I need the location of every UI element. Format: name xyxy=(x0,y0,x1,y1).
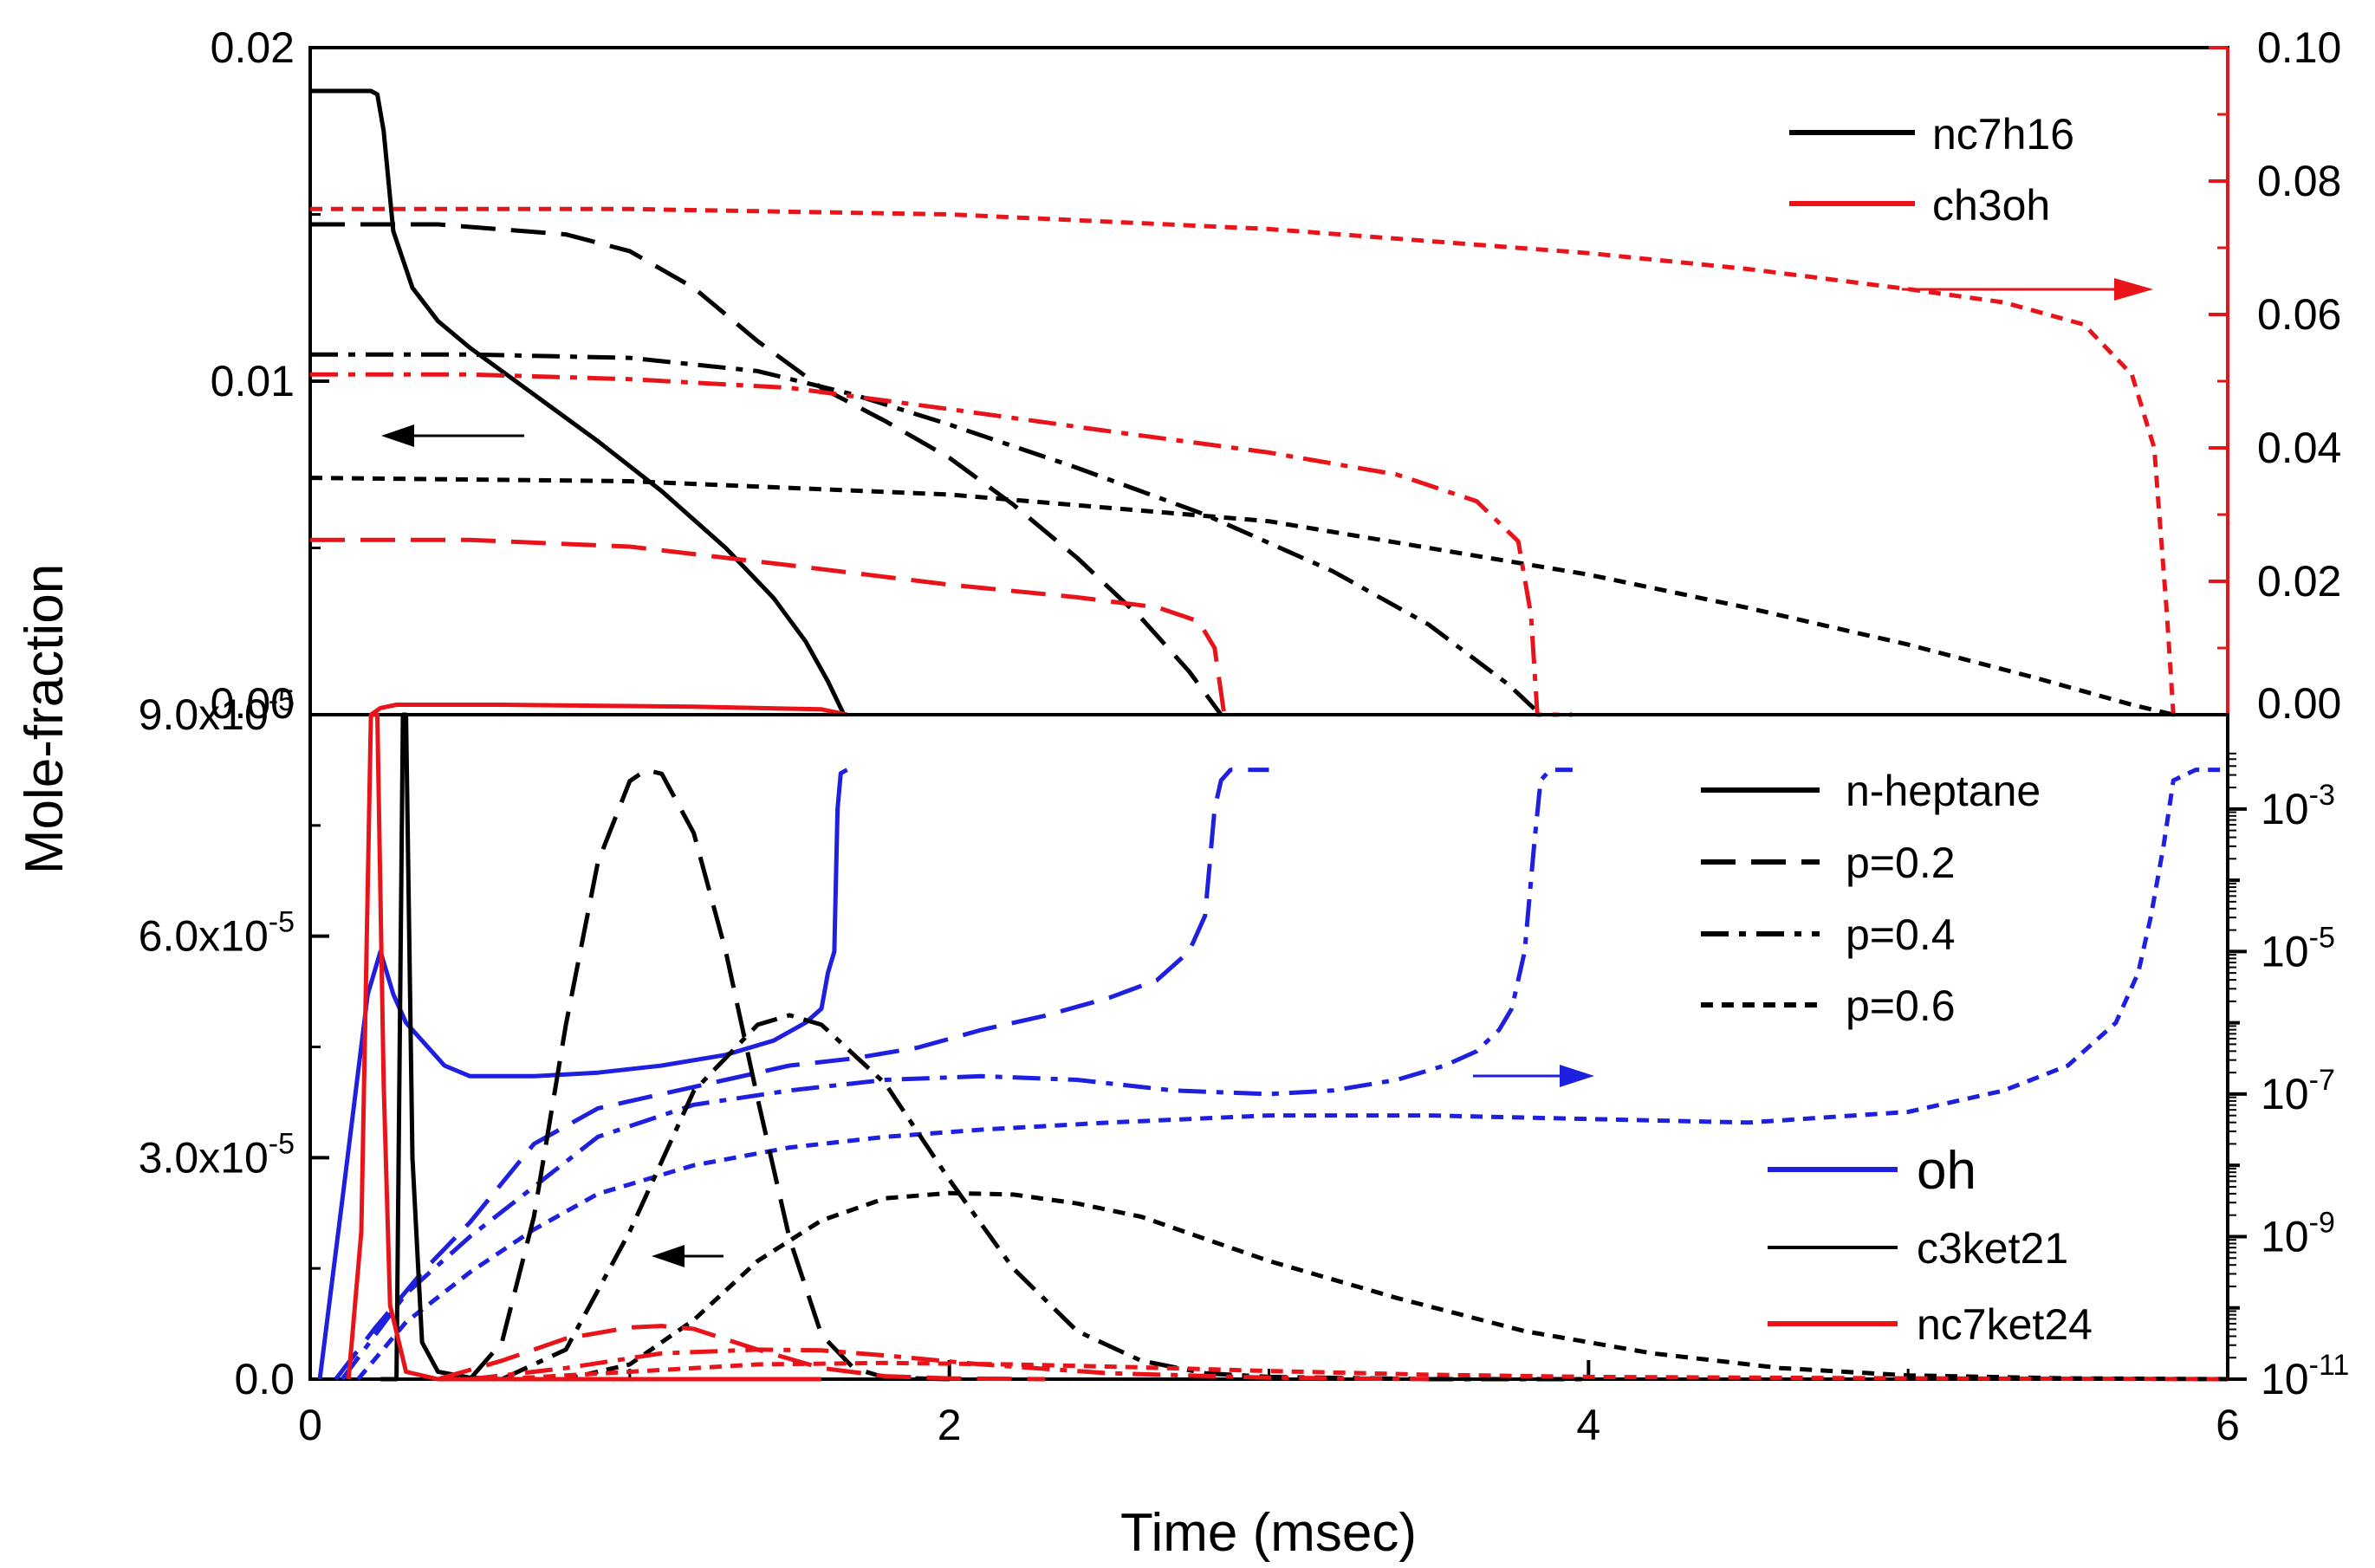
bottom-panel: 0.0 3.0x10-5 6.0x10-5 9.0x10-5 10-3 10-5 10-7… xyxy=(139,684,2350,1449)
bottom-right-tick-label: 10-9 xyxy=(2261,1206,2335,1260)
series-oh-p-0-4 xyxy=(340,768,1573,1381)
series-nc7ket24-p-0-2 xyxy=(437,1324,1046,1382)
top-left-arrow xyxy=(381,424,524,447)
top-panel: 0.00 0.01 0.02 0.00 0.02 0.04 0.06 0.08 0.10 xyxy=(211,23,2342,728)
top-right-tick-label: 0.00 xyxy=(2257,679,2341,728)
series-ch3oh-baseline xyxy=(369,703,848,717)
series-oh-p-0-6 xyxy=(356,768,2228,1381)
y-axis-title: Mole-fraction xyxy=(15,564,75,874)
series-c3ket21-p-0-4 xyxy=(501,1013,1589,1382)
legend-label-nc7ket24: nc7ket24 xyxy=(1917,1300,2093,1349)
series-oh-p-0-2 xyxy=(334,768,1269,1381)
series-ch3oh-p-0-2 xyxy=(310,537,1237,717)
bottom-left-tick-label: 6.0x10-5 xyxy=(139,906,295,961)
linestyle-legend: n-heptane p=0.2 p=0.4 p=0.6 xyxy=(1701,767,2041,1030)
bottom-left-tick-label: 0.0 xyxy=(234,1355,295,1403)
bottom-right-tick-label: 10-3 xyxy=(2261,779,2335,833)
series-nc7h16-p-0-2 xyxy=(310,222,1223,716)
bottom-left-tick-label: 3.0x10-5 xyxy=(139,1127,295,1182)
legend-item-p02: p=0.2 xyxy=(1701,839,1956,887)
legend-item-oh: oh xyxy=(1768,1141,1976,1201)
bottom-left-tick-label: 9.0x10-5 xyxy=(139,684,295,739)
x-axis-title: Time (msec) xyxy=(1120,1503,1417,1563)
top-left-axis-ticks: 0.00 0.01 0.02 xyxy=(211,23,329,728)
legend-item-ch3oh: ch3oh xyxy=(1789,181,2050,230)
series-c3ket21-p-0-6 xyxy=(565,1190,2229,1382)
top-right-arrow xyxy=(1902,278,2153,301)
top-right-tick-label: 0.08 xyxy=(2257,157,2341,205)
legend-label-c3ket21: c3ket21 xyxy=(1917,1224,2068,1273)
top-left-tick-label: 0.00 xyxy=(211,679,295,728)
top-right-tick-label: 0.10 xyxy=(2257,23,2341,72)
series-nc7h16-p-0-4 xyxy=(310,352,1542,716)
bottom-right-arrow xyxy=(1473,1065,1594,1087)
top-left-tick-label: 0.02 xyxy=(211,23,295,72)
x-axis-ticks: 0 2 4 6 xyxy=(298,1360,2240,1449)
legend-item-p06: p=0.6 xyxy=(1701,982,1956,1030)
bottom-right-tick-label: 10-5 xyxy=(2261,921,2335,975)
bottom-right-tick-label: 10-7 xyxy=(2261,1064,2335,1118)
top-series-group xyxy=(309,88,2184,717)
series-oh-n-heptane xyxy=(317,768,848,1380)
series-nc7ket24-p-0-4 xyxy=(470,1347,1429,1382)
legend-item-nc7ket24: nc7ket24 xyxy=(1768,1300,2093,1349)
series-ch3oh-p-0-6 xyxy=(310,206,2184,717)
series-c3ket21-p-0-2 xyxy=(468,768,950,1382)
x-tick-label: 4 xyxy=(1576,1401,1600,1449)
top-right-tick-label: 0.04 xyxy=(2257,424,2341,472)
top-right-tick-label: 0.02 xyxy=(2257,557,2341,606)
top-right-tick-label: 0.06 xyxy=(2257,290,2341,339)
legend-label-p02: p=0.2 xyxy=(1846,839,1956,887)
series-nc7ket24-p-0-6 xyxy=(502,1360,2229,1382)
bottom-left-arrow xyxy=(652,1245,724,1267)
x-tick-label: 2 xyxy=(938,1401,962,1449)
legend-item-c3ket21: c3ket21 xyxy=(1768,1224,2068,1273)
legend-item-p04: p=0.4 xyxy=(1701,910,1956,959)
species-legend: oh c3ket21 nc7ket24 xyxy=(1768,1141,2093,1349)
x-tick-label: 6 xyxy=(2216,1401,2240,1449)
top-legend: nc7h16 ch3oh xyxy=(1789,110,2074,230)
legend-label-ch3oh: ch3oh xyxy=(1932,181,2050,230)
legend-label-p04: p=0.4 xyxy=(1846,910,1956,959)
series-ch3oh-p-0-4 xyxy=(310,372,1573,717)
legend-label-n-heptane: n-heptane xyxy=(1846,767,2041,815)
series-nc7h16-n-heptane xyxy=(310,88,847,716)
bottom-series-group xyxy=(317,712,2229,1382)
top-right-axis-ticks: 0.00 0.02 0.04 0.06 0.08 0.10 xyxy=(2209,23,2341,728)
legend-label-oh: oh xyxy=(1917,1141,1976,1201)
x-tick-label: 0 xyxy=(298,1401,322,1449)
bottom-right-tick-label: 10-11 xyxy=(2261,1349,2349,1403)
legend-label-p06: p=0.6 xyxy=(1846,982,1956,1030)
series-nc7ket24-n-heptane xyxy=(346,712,822,1382)
legend-item-nc7h16: nc7h16 xyxy=(1789,110,2074,159)
bottom-left-axis-ticks: 0.0 3.0x10-5 6.0x10-5 9.0x10-5 xyxy=(139,684,329,1403)
legend-item-n-heptane: n-heptane xyxy=(1701,767,2041,815)
top-left-tick-label: 0.01 xyxy=(211,357,295,405)
legend-label-nc7h16: nc7h16 xyxy=(1932,110,2074,159)
bottom-right-axis-ticks: 10-3 10-5 10-7 10-9 10-11 xyxy=(2228,752,2349,1403)
series-nc7h16-p-0-6 xyxy=(309,476,2174,717)
